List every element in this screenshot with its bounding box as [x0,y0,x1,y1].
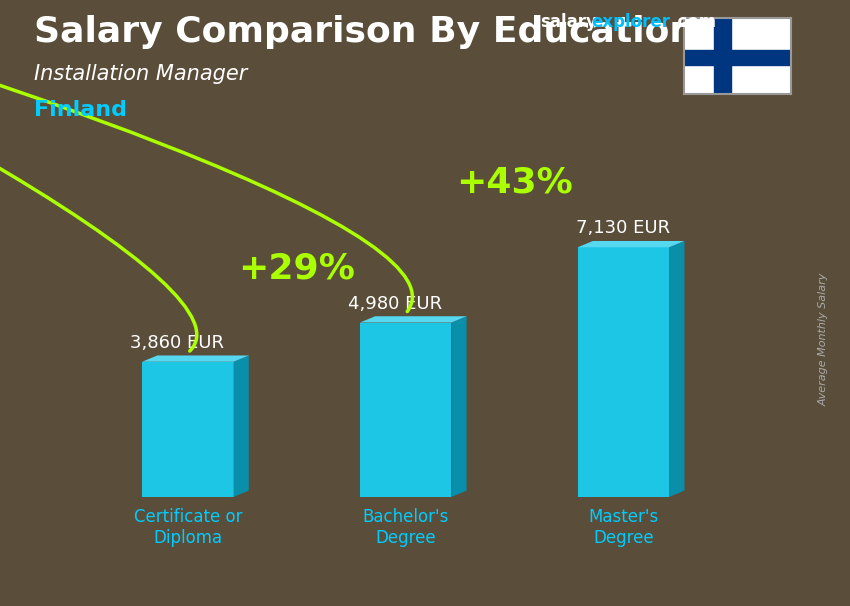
Polygon shape [669,241,684,497]
Polygon shape [578,241,684,247]
Text: Salary Comparison By Education: Salary Comparison By Education [34,15,695,49]
Text: +29%: +29% [238,251,355,286]
Bar [684,50,790,65]
Text: 4,980 EUR: 4,980 EUR [348,295,442,313]
Text: +43%: +43% [456,165,573,199]
Polygon shape [360,316,467,322]
Text: 7,130 EUR: 7,130 EUR [576,219,671,238]
Polygon shape [234,356,249,497]
Polygon shape [142,356,249,362]
Text: salary: salary [540,13,597,32]
Bar [360,322,451,497]
Text: .com: .com [672,13,717,32]
Text: explorer: explorer [591,13,670,32]
Polygon shape [451,316,467,497]
Bar [578,247,669,497]
Text: 3,860 EUR: 3,860 EUR [130,334,224,352]
Bar [714,18,731,94]
Text: Finland: Finland [34,100,127,120]
Text: Average Monthly Salary: Average Monthly Salary [819,273,829,406]
Text: Installation Manager: Installation Manager [34,64,247,84]
Bar [142,362,234,497]
